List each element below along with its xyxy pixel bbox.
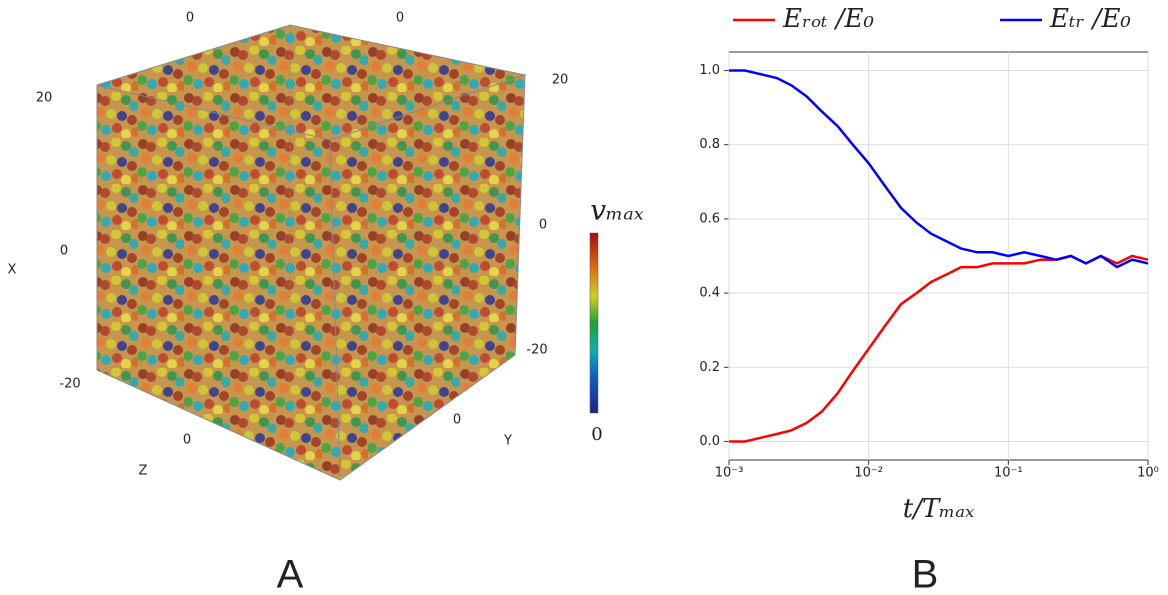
tick-label: -20 [526, 343, 547, 358]
tick-label: 0 [183, 433, 191, 448]
tick-label: 0 [186, 11, 194, 26]
colorbar [589, 232, 599, 414]
axis-label: X [8, 263, 17, 278]
tick-label: -20 [59, 377, 80, 392]
axis-label: Z [139, 464, 148, 479]
y-tick-label: 0.0 [699, 434, 720, 449]
tick-label: 0 [60, 244, 68, 259]
legend-label: Eₜᵣ /E₀ [1049, 4, 1131, 34]
tick-label: 0 [539, 218, 547, 233]
series-line [729, 254, 1149, 443]
x-axis-label: t/Tₘₐₓ [903, 494, 975, 524]
tick-label: 0 [453, 413, 461, 428]
x-tick-label: 10⁰ [1137, 466, 1159, 481]
y-tick-label: 0.6 [699, 211, 720, 226]
x-tick-label: 10⁻¹ [994, 466, 1023, 481]
plot-frame [728, 51, 1149, 461]
tick-label: 20 [552, 73, 569, 88]
y-tick-label: 0.4 [699, 286, 720, 301]
y-tick-label: 0.2 [699, 360, 720, 375]
tick-label: 0 [396, 11, 404, 26]
y-tick-label: 1.0 [699, 63, 720, 78]
axis-label: Y [503, 434, 512, 449]
series-line [729, 69, 1149, 269]
panel-label: A [277, 553, 304, 595]
colorbar-title: vₘₐₓ [590, 194, 644, 227]
x-tick-label: 10⁻² [854, 466, 883, 481]
box-wireframe [96, 24, 527, 481]
legend-label: Eᵣₒₜ /E₀ [782, 4, 874, 34]
y-tick-label: 0.8 [699, 137, 720, 152]
particle-cloud [97, 25, 525, 480]
panel-label: B [912, 553, 939, 595]
x-tick-label: 10⁻³ [715, 466, 744, 481]
panel-b: 0.0 0.2 0.4 0.6 0.8 1.0 10⁻³ 10⁻² 10⁻¹ 10⁰ Eᵣₒₜ /E… [699, 4, 1159, 595]
tick-label: 20 [36, 91, 53, 106]
colorbar-min-label: 0 [591, 424, 602, 445]
